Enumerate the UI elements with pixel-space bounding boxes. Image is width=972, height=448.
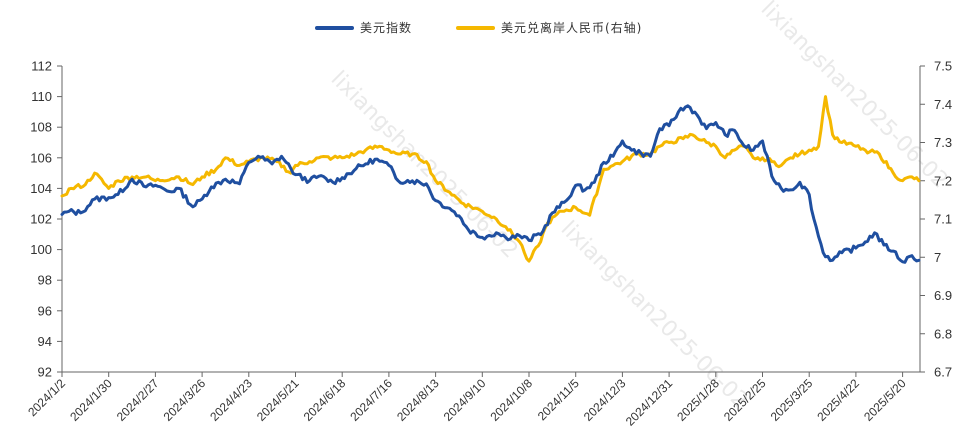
y-left-tick-label: 98	[38, 273, 52, 288]
y-right-ticks: 6.7 6.8 6.9 7 7.1 7.2 7.3 7.4 7.5	[920, 59, 952, 380]
series-line-usdcnh	[60, 95, 921, 263]
y-left-tick-label: 94	[38, 334, 52, 349]
y-right-tick-label: 7.5	[934, 59, 952, 74]
x-tick-label: 2024/3/26	[161, 376, 209, 424]
series-line-dxy	[60, 104, 921, 264]
x-tick-label: 2024/7/16	[347, 376, 395, 424]
x-tick-label: 2024/12/3	[581, 376, 629, 424]
watermark-text: lixiangshan2025-06-02	[756, 0, 953, 193]
legend-label-dxy: 美元指数	[360, 20, 412, 35]
x-tick-label: 2024/4/23	[207, 376, 255, 424]
legend: 美元指数 美元兑离岸人民币(右轴)	[315, 20, 642, 35]
x-tick-label: 2025/4/22	[814, 376, 862, 424]
watermark-layer: lixiangshan2025-06-02 lixiangshan2025-06…	[326, 0, 953, 413]
watermark-text: lixiangshan2025-06-02	[556, 217, 753, 414]
x-tick-label: 2025/1/28	[674, 376, 722, 424]
x-tick-label: 2024/6/18	[301, 376, 349, 424]
y-left-ticks: 92 94 96 98 100 102 104 106 108 110 112	[30, 59, 62, 380]
x-tick-label: 2024/1/2	[25, 376, 68, 419]
y-right-tick-label: 6.8	[934, 326, 952, 341]
x-tick-label: 2024/2/27	[114, 376, 162, 424]
series-layer	[60, 95, 921, 264]
y-right-tick-label: 7.3	[934, 135, 952, 150]
x-tick-label: 2024/11/5	[535, 376, 582, 423]
y-left-tick-label: 100	[30, 242, 52, 257]
x-tick-label: 2025/5/20	[861, 376, 909, 424]
x-tick-label: 2024/1/30	[67, 376, 115, 424]
x-tick-label: 2024/9/10	[441, 376, 489, 424]
watermark-text: lixiangshan2025-06-02	[326, 67, 523, 264]
x-tick-label: 2024/5/21	[254, 376, 302, 424]
legend-label-cnh: 美元兑离岸人民币(右轴)	[501, 20, 642, 35]
y-right-tick-label: 7.2	[934, 173, 952, 188]
y-left-tick-label: 110	[31, 89, 52, 104]
y-left-tick-label: 112	[31, 59, 52, 74]
y-left-tick-label: 106	[30, 150, 52, 165]
y-left-tick-label: 96	[38, 303, 52, 318]
x-tick-label: 2024/12/31	[623, 376, 676, 429]
x-tick-label: 2024/8/13	[394, 376, 442, 424]
y-right-tick-label: 6.9	[934, 288, 952, 303]
y-right-tick-label: 7.4	[934, 97, 952, 112]
y-left-tick-label: 108	[30, 120, 52, 135]
y-left-tick-label: 102	[30, 212, 52, 227]
x-ticks: 2024/1/2 2024/1/30 2024/2/27 2024/3/26 2024/…	[25, 372, 909, 429]
x-tick-label: 2024/10/8	[487, 376, 535, 424]
y-right-tick-label: 6.7	[934, 365, 952, 380]
y-left-tick-label: 104	[30, 181, 52, 196]
y-left-tick-label: 92	[38, 365, 52, 380]
y-right-tick-label: 7	[934, 250, 941, 265]
x-tick-label: 2025/3/25	[768, 376, 816, 424]
y-right-tick-label: 7.1	[934, 212, 952, 227]
